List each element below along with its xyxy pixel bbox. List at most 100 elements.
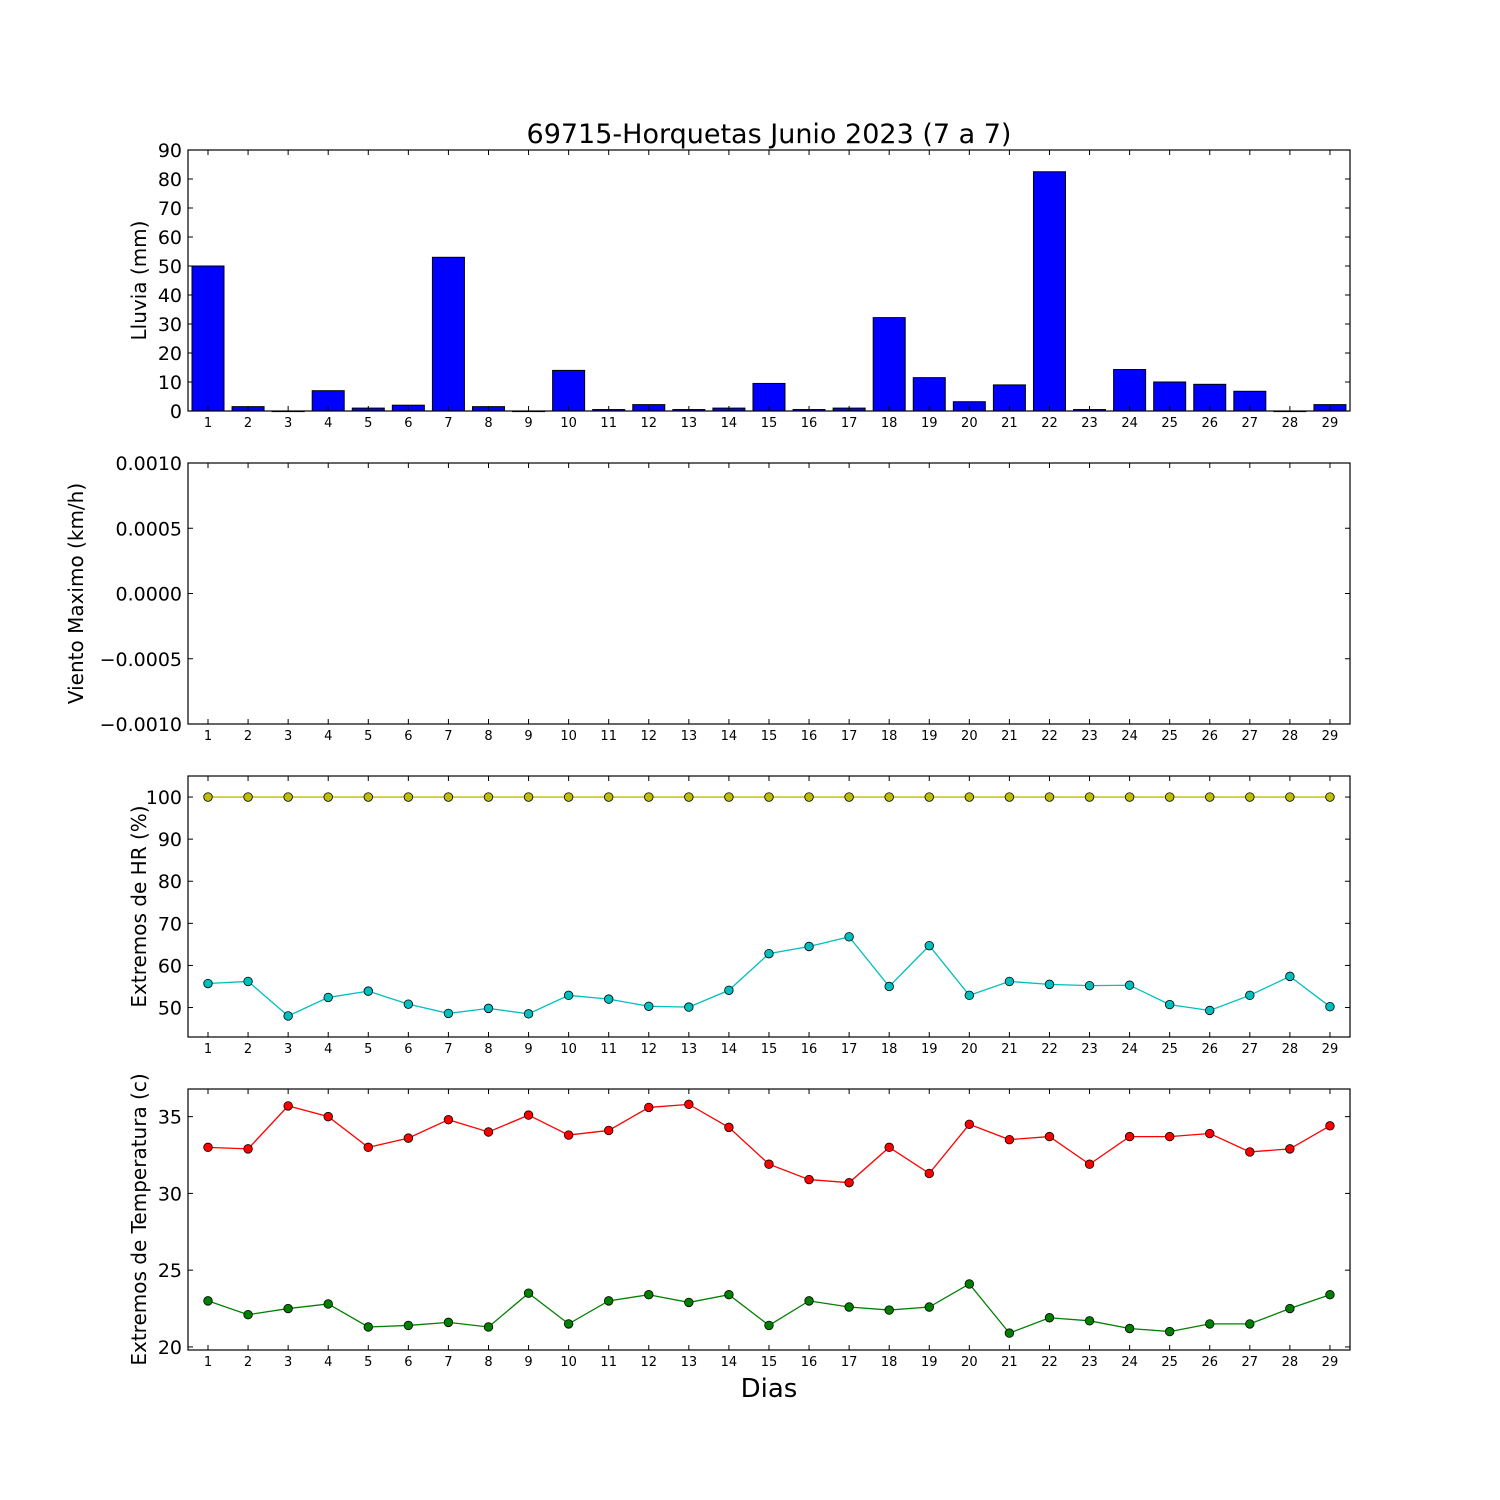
data-point bbox=[1124, 980, 1135, 990]
data-point bbox=[363, 986, 373, 996]
data-point bbox=[964, 990, 975, 1001]
x-tick-label: 15 bbox=[761, 1355, 778, 1370]
data-point bbox=[483, 1127, 494, 1137]
y-axis-label: Extremos de HR (%) bbox=[127, 805, 151, 1007]
data-point bbox=[1285, 971, 1295, 982]
data-point bbox=[1124, 792, 1135, 802]
x-tick-label: 28 bbox=[1282, 416, 1299, 431]
data-point bbox=[1164, 999, 1175, 1010]
x-tick-label: 1 bbox=[204, 1042, 212, 1057]
data-point bbox=[403, 1133, 414, 1143]
y-tick-label: 70 bbox=[158, 198, 182, 220]
x-tick-label: 21 bbox=[1001, 1042, 1018, 1057]
data-point bbox=[804, 941, 814, 952]
data-point bbox=[403, 999, 414, 1009]
data-point bbox=[844, 932, 854, 942]
data-point bbox=[764, 948, 774, 959]
x-tick-label: 1 bbox=[204, 729, 212, 744]
data-point bbox=[1164, 1326, 1175, 1337]
data-point bbox=[804, 792, 814, 802]
data-point bbox=[1325, 1290, 1335, 1300]
x-tick-label: 27 bbox=[1242, 1042, 1259, 1057]
data-point bbox=[1285, 792, 1295, 802]
data-point bbox=[363, 1322, 373, 1332]
x-tick-label: 15 bbox=[761, 416, 778, 431]
x-tick-label: 23 bbox=[1081, 1042, 1098, 1057]
x-tick-label: 1 bbox=[204, 1355, 212, 1370]
y-tick-label: 80 bbox=[158, 871, 182, 893]
x-tick-label: 9 bbox=[524, 416, 532, 431]
x-tick-label: 6 bbox=[404, 1042, 412, 1057]
data-point bbox=[924, 1168, 934, 1179]
x-tick-label: 24 bbox=[1121, 416, 1138, 431]
x-tick-label: 29 bbox=[1322, 1042, 1339, 1057]
data-point bbox=[523, 792, 534, 802]
data-point bbox=[844, 1302, 854, 1312]
data-point bbox=[644, 792, 654, 802]
data-point bbox=[483, 792, 494, 802]
data-point bbox=[1044, 979, 1055, 990]
data-point bbox=[644, 1001, 654, 1011]
x-tick-label: 9 bbox=[524, 1042, 532, 1057]
x-tick-label: 20 bbox=[961, 729, 978, 744]
x-tick-label: 16 bbox=[801, 416, 818, 431]
axes-frame bbox=[187, 462, 1351, 725]
data-point bbox=[764, 1159, 774, 1169]
data-point bbox=[323, 992, 333, 1003]
x-tick-label: 3 bbox=[284, 416, 292, 431]
x-tick-label: 6 bbox=[404, 1355, 412, 1370]
x-tick-label: 29 bbox=[1322, 1355, 1339, 1370]
data-point bbox=[1245, 792, 1255, 802]
y-tick-label: 90 bbox=[158, 140, 182, 162]
x-tick-label: 13 bbox=[681, 1355, 698, 1370]
x-tick-label: 9 bbox=[524, 1355, 532, 1370]
data-point bbox=[1004, 792, 1015, 802]
x-tick-label: 8 bbox=[484, 416, 492, 431]
x-tick-label: 4 bbox=[324, 1355, 332, 1370]
x-tick-label: 25 bbox=[1161, 416, 1178, 431]
x-tick-label: 21 bbox=[1001, 729, 1018, 744]
data-point bbox=[203, 1296, 213, 1306]
data-point bbox=[1004, 976, 1015, 987]
y-tick-label: 30 bbox=[158, 1183, 182, 1205]
y-tick-label: 0.0005 bbox=[116, 518, 182, 540]
x-tick-label: 9 bbox=[524, 729, 532, 744]
data-point bbox=[363, 1142, 373, 1153]
x-tick-label: 26 bbox=[1201, 1355, 1218, 1370]
y-tick-label: 0 bbox=[170, 401, 182, 423]
x-tick-label: 22 bbox=[1041, 1355, 1058, 1370]
data-point bbox=[243, 1144, 253, 1154]
x-tick-label: 12 bbox=[640, 416, 657, 431]
x-tick-label: 28 bbox=[1282, 1042, 1299, 1057]
x-tick-label: 16 bbox=[801, 1355, 818, 1370]
x-tick-label: 20 bbox=[961, 416, 978, 431]
data-point bbox=[1205, 1319, 1215, 1329]
axes-frame bbox=[187, 775, 1351, 1038]
data-point bbox=[1285, 1303, 1295, 1314]
bar bbox=[872, 317, 906, 412]
data-point bbox=[1205, 1005, 1215, 1016]
data-point bbox=[1245, 990, 1255, 1001]
x-tick-label: 27 bbox=[1242, 416, 1259, 431]
x-tick-label: 21 bbox=[1001, 1355, 1018, 1370]
data-point bbox=[1084, 792, 1095, 802]
x-tick-label: 19 bbox=[921, 416, 938, 431]
y-tick-label: 70 bbox=[158, 913, 182, 935]
x-tick-label: 20 bbox=[961, 1042, 978, 1057]
data-point bbox=[403, 1320, 414, 1331]
data-point bbox=[644, 1290, 654, 1300]
x-tick-label: 22 bbox=[1041, 1042, 1058, 1057]
bar bbox=[912, 377, 946, 412]
data-point bbox=[924, 792, 934, 802]
x-tick-label: 14 bbox=[721, 1355, 738, 1370]
data-point bbox=[1084, 1316, 1095, 1326]
x-tick-label: 22 bbox=[1041, 729, 1058, 744]
data-point bbox=[283, 1011, 293, 1021]
data-point bbox=[203, 792, 213, 802]
data-point bbox=[363, 792, 373, 802]
